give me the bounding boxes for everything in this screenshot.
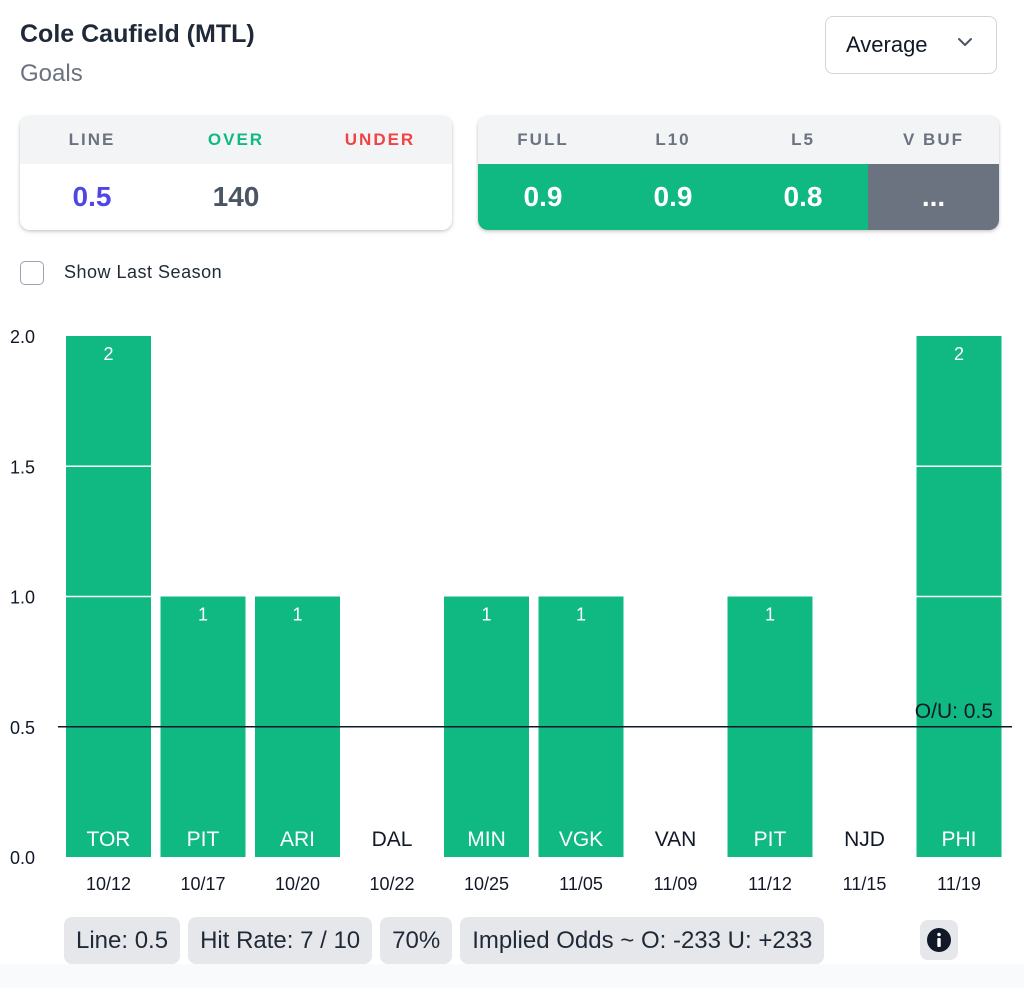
y-tick-label: 0.0 — [10, 848, 35, 868]
average-dropdown[interactable]: Average — [825, 16, 997, 74]
show-last-season-label[interactable]: Show Last Season — [64, 262, 223, 282]
date-label: 10/20 — [275, 874, 320, 894]
over-header: OVER — [207, 130, 265, 149]
date-label: 10/25 — [464, 874, 509, 894]
line-card-header — [20, 116, 452, 164]
opponent-label: PHI — [941, 828, 976, 851]
l5-value: 0.8 — [738, 164, 868, 230]
summary-line: Line: 0.5 — [64, 917, 181, 964]
y-tick-label: 2.0 — [10, 327, 35, 347]
summary-implied-odds: Implied Odds ~ O: -233 U: +233 — [460, 917, 825, 964]
bar-value-label: 1 — [198, 605, 208, 625]
dropdown-selected-value: Average — [846, 32, 928, 57]
full-value: 0.9 — [478, 164, 608, 230]
over-under-label: O/U: 0.5 — [915, 700, 993, 723]
info-icon — [927, 928, 951, 952]
under-value — [308, 164, 452, 230]
line-header: LINE — [68, 130, 116, 149]
show-last-season-checkbox[interactable] — [20, 261, 44, 285]
opponent-label: NJD — [844, 828, 885, 851]
date-label: 11/09 — [654, 874, 698, 894]
stat-type: Goals — [20, 60, 83, 87]
line-card: LINE OVER UNDER 0.5 140 — [20, 116, 452, 230]
l5-header: L5 — [791, 130, 815, 149]
y-tick-label: 0.5 — [10, 718, 35, 738]
l10-value: 0.9 — [608, 164, 738, 230]
opponent-label: VGK — [559, 828, 603, 851]
date-label: 11/19 — [937, 874, 981, 894]
vbuf-value[interactable]: ... — [868, 164, 999, 230]
date-label: 10/12 — [86, 874, 131, 894]
date-label: 11/05 — [559, 874, 603, 894]
summary-percent: 70% — [380, 917, 453, 964]
vbuf-header: V BUF — [903, 130, 964, 149]
chevron-down-icon — [958, 38, 972, 46]
summary-bar: Line: 0.5 Hit Rate: 7 / 10 70% Implied O… — [64, 917, 825, 964]
over-value: 140 — [212, 181, 260, 212]
date-label: 10/17 — [180, 874, 225, 894]
under-header: UNDER — [344, 130, 416, 149]
opponent-label: ARI — [280, 828, 315, 851]
date-label: 11/12 — [748, 874, 792, 894]
opponent-label: PIT — [187, 828, 220, 851]
full-header: FULL — [517, 130, 569, 149]
summary-hit-rate: Hit Rate: 7 / 10 — [188, 917, 373, 964]
bar-value-label: 1 — [576, 605, 586, 625]
bottom-strip — [0, 964, 1024, 988]
game-log-chart: 0.0 0.5 1.0 1.5 2.0 2 TOR 10/12 1 PIT 10/17 1 ARI 10/… — [10, 327, 1012, 894]
averages-card: FULL L10 L5 V BUF 0.9 0.9 0.8 ... — [478, 116, 999, 230]
opponent-label: MIN — [467, 828, 506, 851]
opponent-label: VAN — [655, 828, 697, 851]
bar-value-label: 2 — [954, 344, 964, 364]
bar-value-label: 1 — [481, 605, 491, 625]
l10-header: L10 — [655, 130, 691, 149]
date-label: 10/22 — [369, 874, 414, 894]
line-value: 0.5 — [72, 181, 112, 212]
y-tick-label: 1.0 — [10, 588, 35, 608]
y-tick-label: 1.5 — [10, 457, 35, 477]
averages-card-header — [478, 116, 999, 164]
opponent-label: TOR — [87, 828, 131, 851]
opponent-label: DAL — [372, 828, 413, 851]
player-name: Cole Caufield (MTL) — [20, 20, 255, 48]
bar-value-label: 1 — [765, 605, 775, 625]
bar-value-label: 1 — [292, 605, 302, 625]
bar-value-label: 2 — [103, 344, 113, 364]
date-label: 11/15 — [843, 874, 887, 894]
opponent-label: PIT — [754, 828, 787, 851]
info-button[interactable] — [920, 920, 958, 960]
